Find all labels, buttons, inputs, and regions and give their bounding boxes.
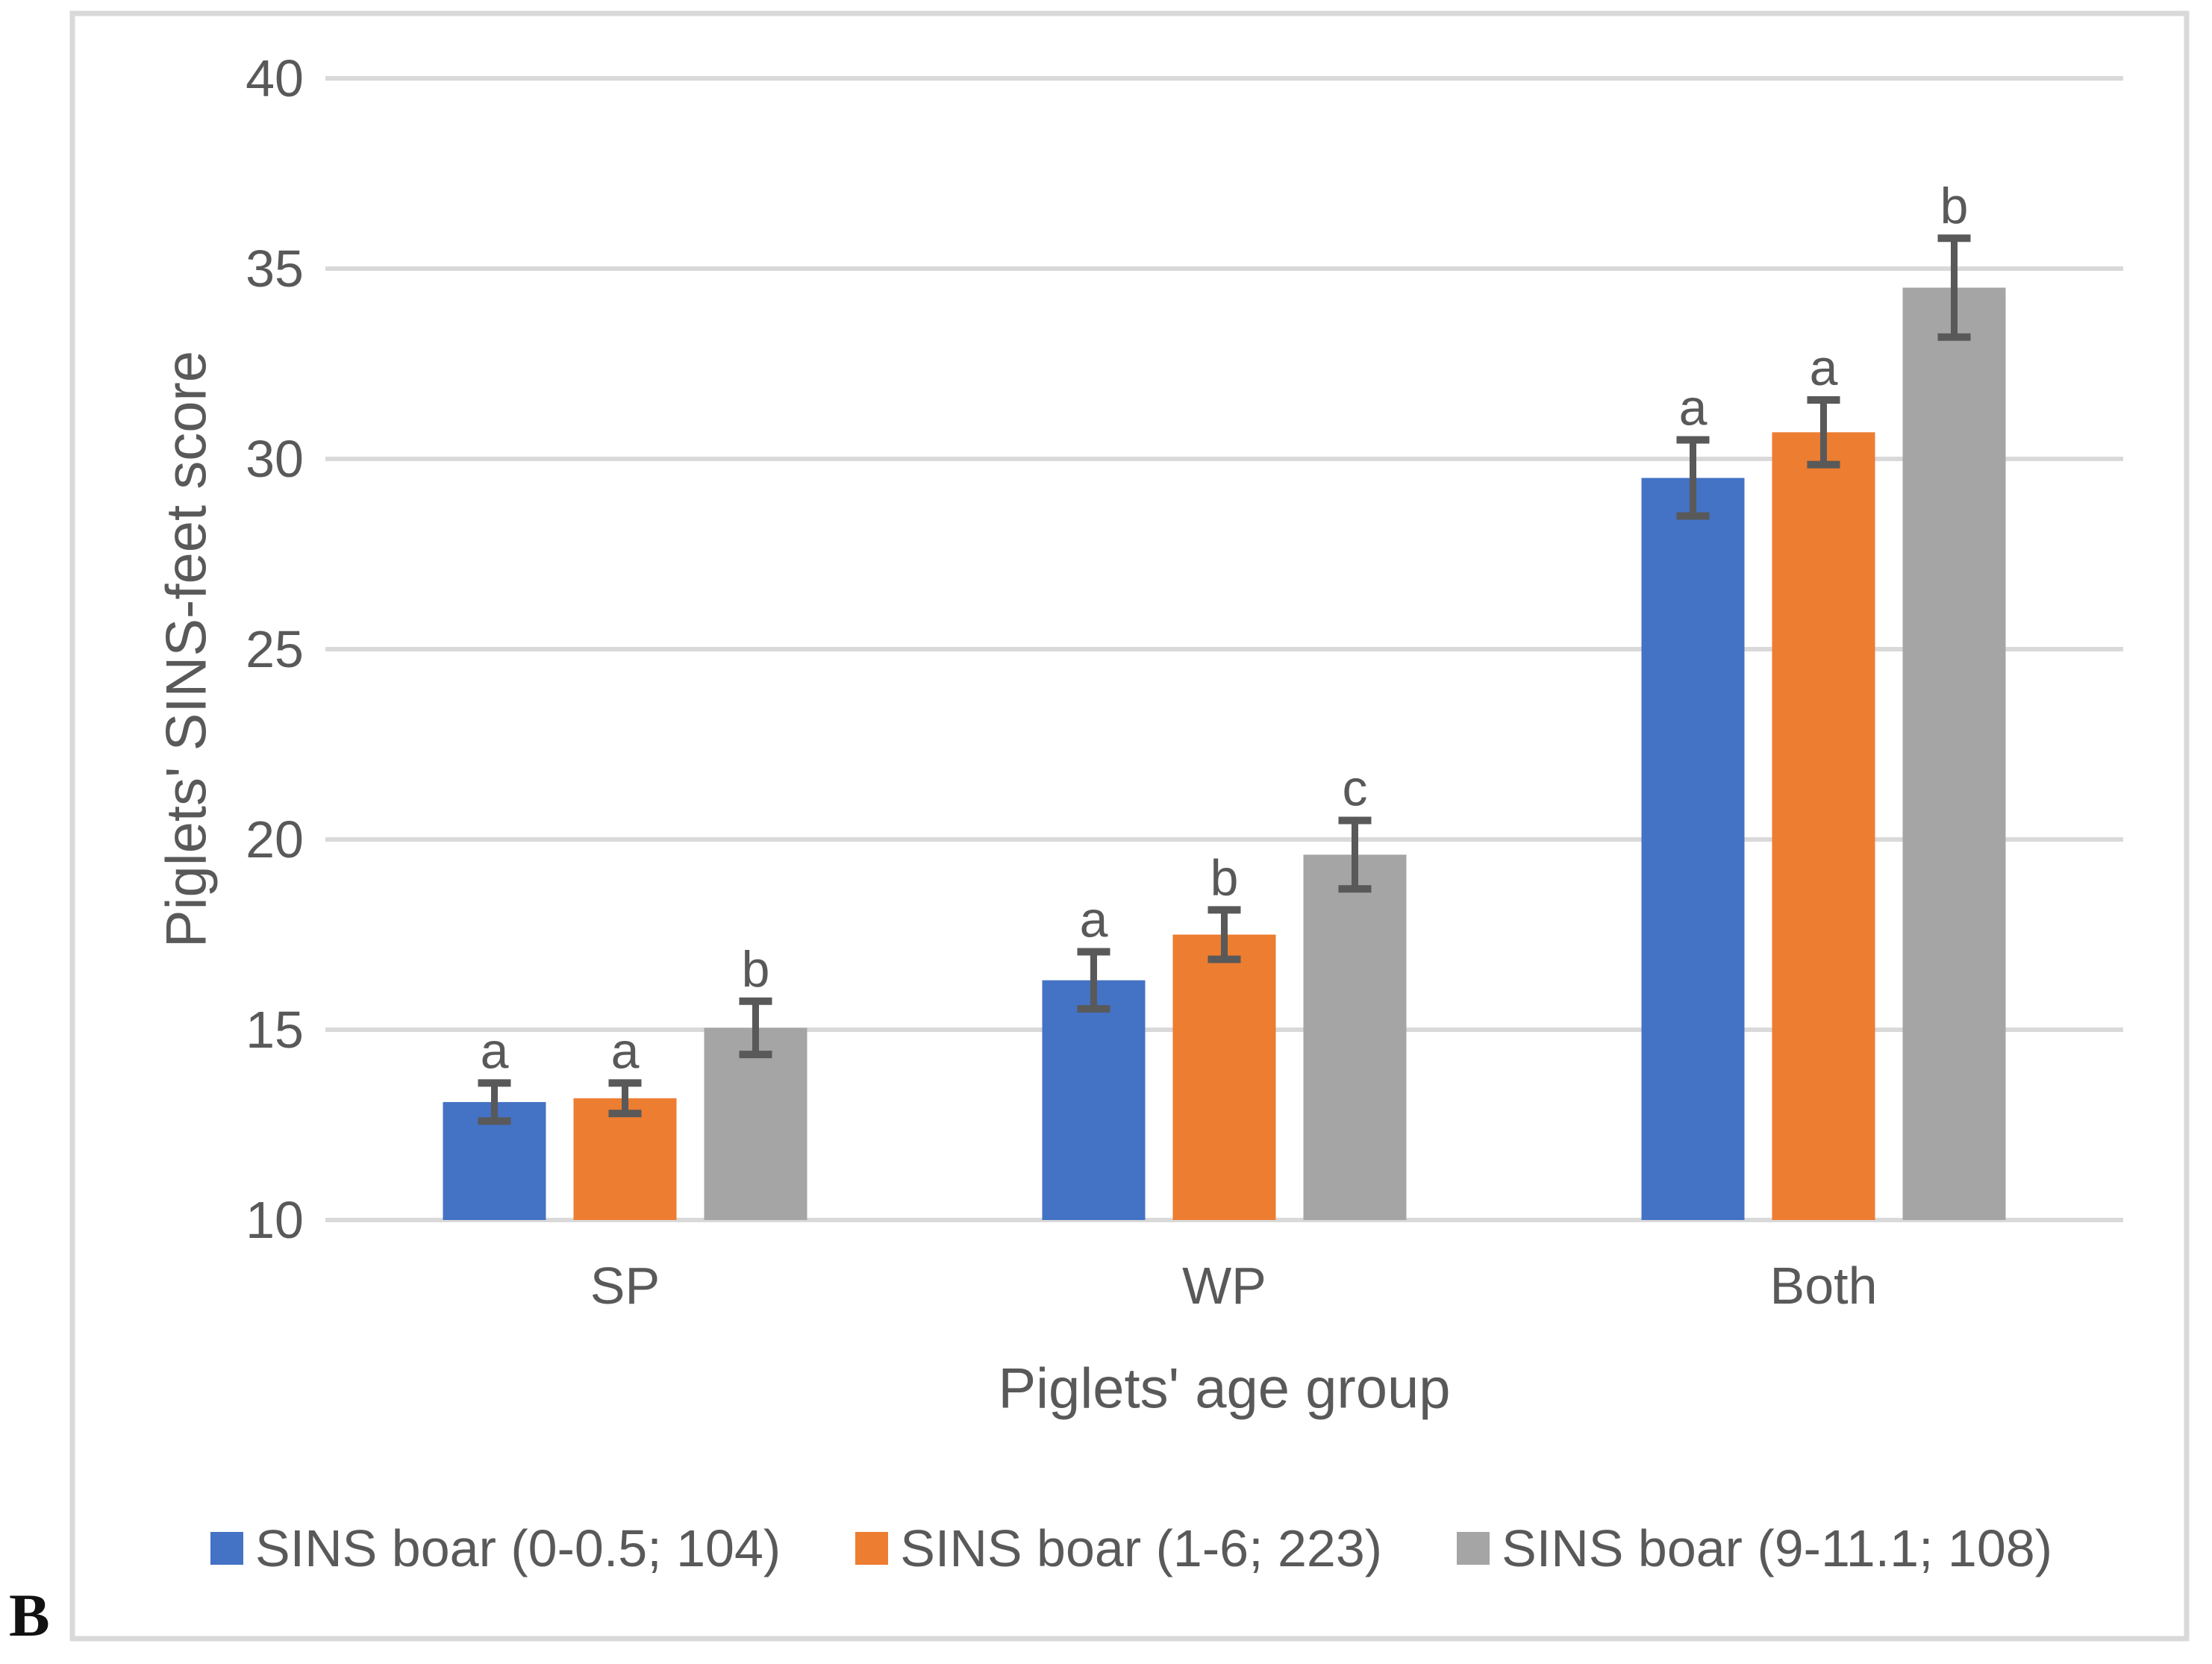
bar-s1-wp [1042,980,1146,1220]
legend-label: SINS boar (9-11.1; 108) [1502,1519,2053,1577]
bar-s2-both [1772,432,1875,1220]
y-tick-label: 20 [246,810,304,869]
x-tick-label: SP [590,1257,660,1315]
legend-item: SINS boar (1-6; 223) [855,1522,1382,1574]
bar-s2-wp [1172,934,1276,1220]
y-tick-label: 35 [246,240,304,298]
sig-letter: b [1940,178,1969,234]
y-tick-label: 30 [246,430,304,488]
sig-letter: a [481,1022,509,1079]
sig-letter: a [1679,380,1708,437]
bar-s2-sp [573,1098,677,1220]
sig-letter: b [1210,849,1239,906]
sig-letter: a [1080,891,1108,948]
sig-letter: c [1343,760,1368,817]
y-tick-label: 10 [246,1191,304,1249]
bar-s3-sp [704,1028,807,1220]
legend-label: SINS boar (1-6; 223) [900,1519,1383,1577]
y-axis-title: Piglets' SINS-feet score [155,351,219,948]
x-tick-label: Both [1770,1257,1878,1315]
bar-s3-both [1902,287,2006,1220]
legend-swatch-icon [1457,1532,1490,1565]
y-tick-label: 40 [246,49,304,107]
sig-letter: a [611,1022,640,1079]
chart-legend: SINS boar (0-0.5; 104) SINS boar (1-6; 22… [75,1503,2188,1594]
legend-swatch-icon [855,1532,889,1565]
y-tick-label: 25 [246,620,304,678]
panel-label: B [9,1581,50,1649]
x-axis-title: Piglets' age group [998,1357,1450,1421]
bar-s3-wp [1303,854,1407,1220]
legend-label: SINS boar (0-0.5; 104) [254,1519,781,1577]
chart-border [69,10,2190,1642]
legend-item: SINS boar (0-0.5; 104) [210,1522,781,1574]
legend-swatch-icon [210,1532,243,1565]
x-tick-label: WP [1182,1257,1266,1315]
legend-item: SINS boar (9-11.1; 108) [1457,1522,2052,1574]
sig-letter: b [742,941,770,998]
bar-s1-both [1641,478,1745,1220]
sig-letter: a [1810,340,1838,396]
y-tick-label: 15 [246,1001,304,1059]
